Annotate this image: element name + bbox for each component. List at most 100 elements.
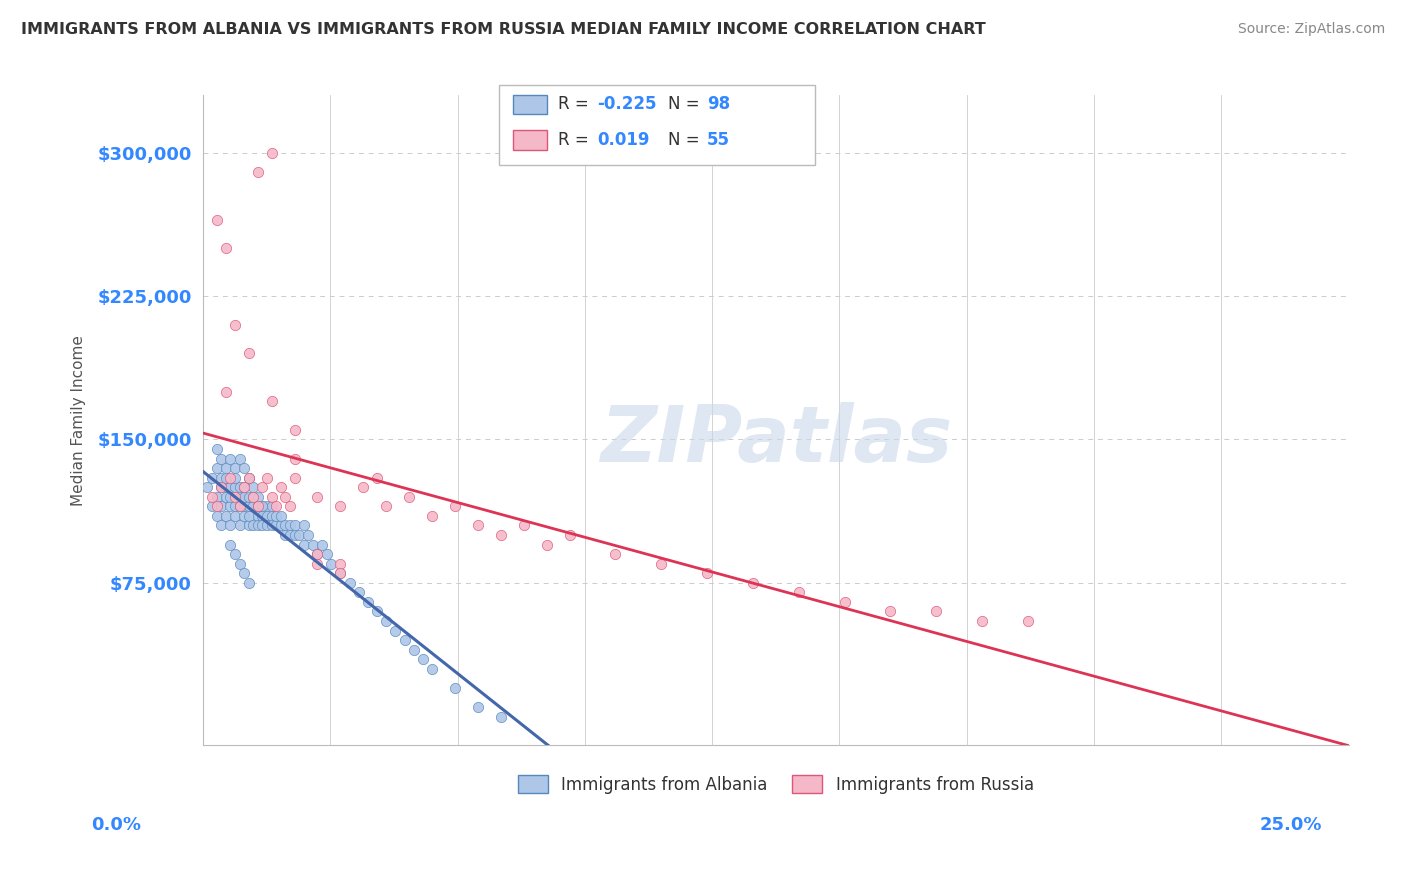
Point (233, 500, 256, 514)
Point (420, 508, 443, 523)
Point (219, 537, 242, 551)
Point (467, 518, 489, 533)
Point (256, 500, 278, 514)
Point (252, 480, 274, 494)
Point (302, 537, 325, 551)
Point (260, 394, 283, 409)
Point (219, 500, 242, 514)
Point (307, 490, 329, 504)
Point (558, 528, 581, 542)
Point (215, 508, 238, 523)
Point (209, 518, 232, 533)
Point (228, 480, 250, 494)
Point (219, 518, 242, 533)
Point (283, 518, 305, 533)
Point (329, 557, 352, 571)
Point (256, 508, 278, 523)
Point (238, 346, 260, 360)
Point (246, 490, 269, 504)
Point (357, 595, 380, 609)
Point (242, 518, 264, 533)
Point (394, 633, 416, 648)
Point (246, 500, 269, 514)
Point (283, 528, 305, 542)
Point (228, 518, 250, 533)
Point (347, 585, 370, 599)
Point (246, 518, 269, 533)
Point (467, 700, 489, 714)
Point (270, 508, 292, 523)
Point (205, 442, 228, 456)
Point (242, 500, 264, 514)
Point (283, 451, 305, 466)
Point (375, 614, 398, 628)
Point (215, 384, 238, 399)
Point (233, 480, 256, 494)
Point (270, 518, 292, 533)
Point (278, 528, 301, 542)
Point (384, 624, 406, 638)
Point (278, 500, 301, 514)
Text: 0.0%: 0.0% (91, 816, 142, 834)
Legend: Immigrants from Albania, Immigrants from Russia: Immigrants from Albania, Immigrants from… (509, 767, 1042, 802)
Point (264, 518, 287, 533)
Point (972, 614, 994, 628)
Point (402, 642, 425, 657)
Point (375, 500, 398, 514)
Point (209, 451, 232, 466)
Point (283, 470, 305, 484)
Point (834, 595, 856, 609)
Point (605, 547, 627, 561)
Point (224, 500, 246, 514)
Text: Source: ZipAtlas.com: Source: ZipAtlas.com (1237, 22, 1385, 37)
Point (233, 490, 256, 504)
Point (233, 461, 256, 475)
Point (420, 662, 443, 676)
Point (246, 500, 269, 514)
Point (224, 508, 246, 523)
Point (278, 518, 301, 533)
Point (228, 500, 250, 514)
Point (215, 470, 238, 484)
Point (696, 566, 718, 581)
Point (201, 490, 224, 504)
Point (274, 490, 297, 504)
Point (311, 537, 333, 551)
Point (224, 490, 246, 504)
Point (219, 451, 242, 466)
Point (366, 604, 388, 618)
Point (215, 241, 238, 255)
Text: 55: 55 (707, 131, 730, 149)
Point (260, 500, 283, 514)
Point (215, 490, 238, 504)
Point (219, 470, 242, 484)
Point (209, 470, 232, 484)
Point (238, 500, 260, 514)
Point (274, 518, 297, 533)
Point (307, 547, 329, 561)
Point (252, 518, 274, 533)
Point (219, 490, 242, 504)
Point (925, 604, 948, 618)
Text: 25.0%: 25.0% (1260, 816, 1322, 834)
Point (246, 165, 269, 179)
Point (256, 470, 278, 484)
Point (238, 470, 260, 484)
Point (228, 490, 250, 504)
Point (283, 423, 305, 437)
Point (256, 518, 278, 533)
Point (288, 528, 311, 542)
Point (307, 547, 329, 561)
Point (879, 604, 901, 618)
Point (201, 500, 224, 514)
Point (252, 500, 274, 514)
Point (260, 490, 283, 504)
Point (274, 528, 297, 542)
Point (292, 518, 315, 533)
Point (224, 547, 246, 561)
Text: N =: N = (668, 131, 704, 149)
Point (228, 557, 250, 571)
Point (238, 470, 260, 484)
Point (238, 490, 260, 504)
Text: -0.225: -0.225 (598, 95, 657, 113)
